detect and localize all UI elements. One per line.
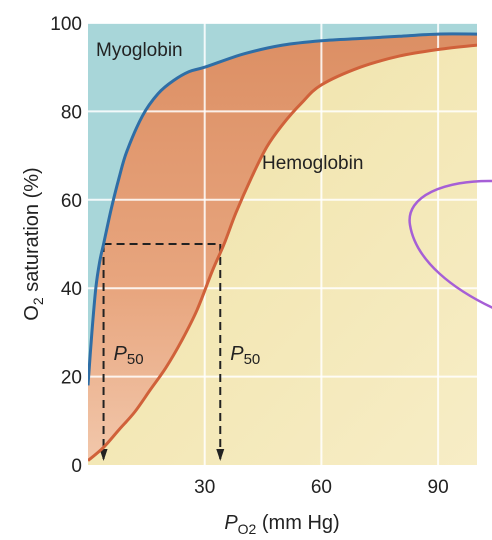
x-tick-label: 30 xyxy=(194,477,215,498)
y-axis-title: O2 saturation (%) xyxy=(21,167,46,320)
y-tick-label: 60 xyxy=(61,191,82,212)
y-tick-label: 100 xyxy=(50,14,82,35)
y-tick-label: 40 xyxy=(61,279,82,300)
y-tick-label: 20 xyxy=(61,368,82,389)
y-tick-labels: 0 20 40 60 80 100 xyxy=(50,14,82,477)
x-axis-title: PO2 (mm Hg) xyxy=(224,512,339,537)
x-tick-label: 90 xyxy=(428,477,449,498)
y-tick-label: 0 xyxy=(71,456,82,477)
y-tick-label: 80 xyxy=(61,102,82,123)
myoglobin-label: Myoglobin xyxy=(96,40,183,61)
x-tick-labels: 30 60 90 xyxy=(194,477,449,498)
x-tick-label: 60 xyxy=(311,477,332,498)
hemoglobin-label: Hemoglobin xyxy=(262,153,363,174)
